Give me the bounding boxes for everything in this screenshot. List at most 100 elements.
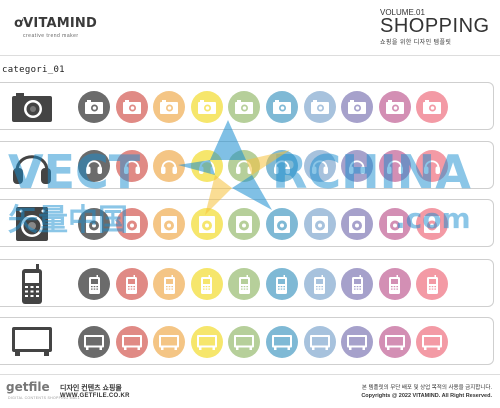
getfile-logo[interactable]: getfile: [6, 380, 50, 394]
monitor-icon: [271, 334, 292, 350]
camera-variant-9: [378, 91, 411, 123]
headphones-variant-8: [341, 150, 374, 182]
camera-icon: [85, 100, 103, 114]
camera-variant-4: [190, 91, 223, 123]
headphones-icon: [348, 157, 366, 175]
headphones-variant-10: [416, 150, 449, 182]
monitor-icon: [84, 334, 104, 350]
headphones-variant-1: [78, 150, 110, 182]
speaker-icon: [386, 215, 403, 233]
volume-label: VOLUME.01: [380, 8, 425, 17]
monitor-variant-7: [303, 326, 336, 358]
mobile-phone-icon: [389, 274, 401, 294]
speaker-variant-1: [78, 208, 110, 240]
brand-logo: ơVITAMIND creative trend maker: [14, 14, 97, 39]
mobile-phone-icon: [163, 274, 175, 294]
mobile-phone-icon: [10, 264, 54, 304]
monitor-icon: [10, 322, 54, 362]
speaker-icon: [86, 215, 102, 233]
camera-variant-1: [78, 91, 110, 123]
camera-icon: [385, 100, 404, 114]
volume-title-block: VOLUME.01 SHOPPING 쇼핑을 위한 디자인 템플릿: [380, 8, 490, 46]
color-variants: [78, 268, 454, 300]
monitor-variant-6: [265, 326, 298, 358]
headphones-variant-4: [190, 150, 223, 182]
headphones-icon: [198, 157, 216, 175]
phone-variant-1: [78, 268, 110, 300]
monitor-variant-10: [416, 326, 449, 358]
speaker-variant-5: [228, 208, 261, 240]
mobile-phone-icon: [126, 274, 138, 294]
speaker-variant-2: [115, 208, 148, 240]
monitor-variant-3: [153, 326, 186, 358]
headphones-variant-3: [153, 150, 186, 182]
color-variants: [78, 326, 454, 358]
camera-icon: [423, 100, 442, 114]
mobile-phone-icon: [351, 274, 363, 294]
headphones-variant-2: [115, 150, 148, 182]
headphones-icon: [160, 157, 178, 175]
mobile-phone-icon: [88, 274, 100, 294]
monitor-variant-4: [190, 326, 223, 358]
brand-tagline: creative trend maker: [23, 33, 79, 39]
icon-row-phone: [0, 259, 494, 307]
speaker-variant-6: [265, 208, 298, 240]
monitor-icon: [234, 334, 255, 350]
footer-title: 디자인 컨텐츠 쇼핑몰: [60, 385, 122, 392]
monitor-icon: [309, 334, 330, 350]
speaker-icon: [161, 215, 178, 233]
volume-title: SHOPPING: [380, 15, 490, 37]
mobile-phone-icon: [426, 274, 438, 294]
speaker-variant-8: [341, 208, 374, 240]
monitor-icon: [347, 334, 368, 350]
camera-icon: [348, 100, 367, 114]
mobile-phone-icon: [314, 274, 326, 294]
monitor-variant-9: [378, 326, 411, 358]
speaker-icon: [311, 215, 328, 233]
speaker-variant-4: [190, 208, 223, 240]
camera-variant-3: [153, 91, 186, 123]
phone-variant-9: [378, 268, 411, 300]
color-variants: [78, 91, 454, 123]
speaker-icon: [236, 215, 253, 233]
speaker-icon: [10, 204, 54, 244]
mobile-phone-icon: [238, 274, 250, 294]
speaker-icon: [123, 215, 140, 233]
phone-variant-7: [303, 268, 336, 300]
headphones-icon: [423, 157, 441, 175]
footer-url-link[interactable]: WWW.GETFILE.CO.KR: [60, 393, 130, 399]
camera-variant-5: [228, 91, 261, 123]
camera-icon: [310, 100, 329, 114]
headphones-variant-6: [265, 150, 298, 182]
camera-variant-8: [341, 91, 374, 123]
phone-variant-2: [115, 268, 148, 300]
headphones-variant-5: [228, 150, 261, 182]
speaker-icon: [424, 215, 441, 233]
camera-icon: [272, 100, 291, 114]
monitor-variant-8: [341, 326, 374, 358]
camera-icon: [197, 100, 216, 114]
speaker-variant-3: [153, 208, 186, 240]
header: ơVITAMIND creative trend maker VOLUME.01…: [0, 0, 500, 56]
monitor-icon: [121, 334, 142, 350]
mobile-phone-icon: [201, 274, 213, 294]
monitor-variant-2: [115, 326, 148, 358]
camera-variant-10: [416, 91, 449, 123]
icon-row-speaker: [0, 199, 494, 247]
monitor-variant-1: [78, 326, 110, 358]
headphones-icon: [10, 146, 54, 186]
headphones-icon: [235, 157, 253, 175]
header-divider: [0, 55, 500, 56]
volume-subtitle: 쇼핑을 위한 디자인 템플릿: [380, 40, 452, 46]
brand-name: ơVITAMIND: [14, 16, 98, 31]
icon-row-headphones: [0, 141, 494, 189]
headphones-icon: [273, 157, 291, 175]
camera-icon: [122, 100, 141, 114]
camera-variant-6: [265, 91, 298, 123]
speaker-icon: [273, 215, 290, 233]
phone-variant-4: [190, 268, 223, 300]
monitor-icon: [422, 334, 443, 350]
headphones-icon: [123, 157, 141, 175]
phone-variant-5: [228, 268, 261, 300]
monitor-icon: [384, 334, 405, 350]
